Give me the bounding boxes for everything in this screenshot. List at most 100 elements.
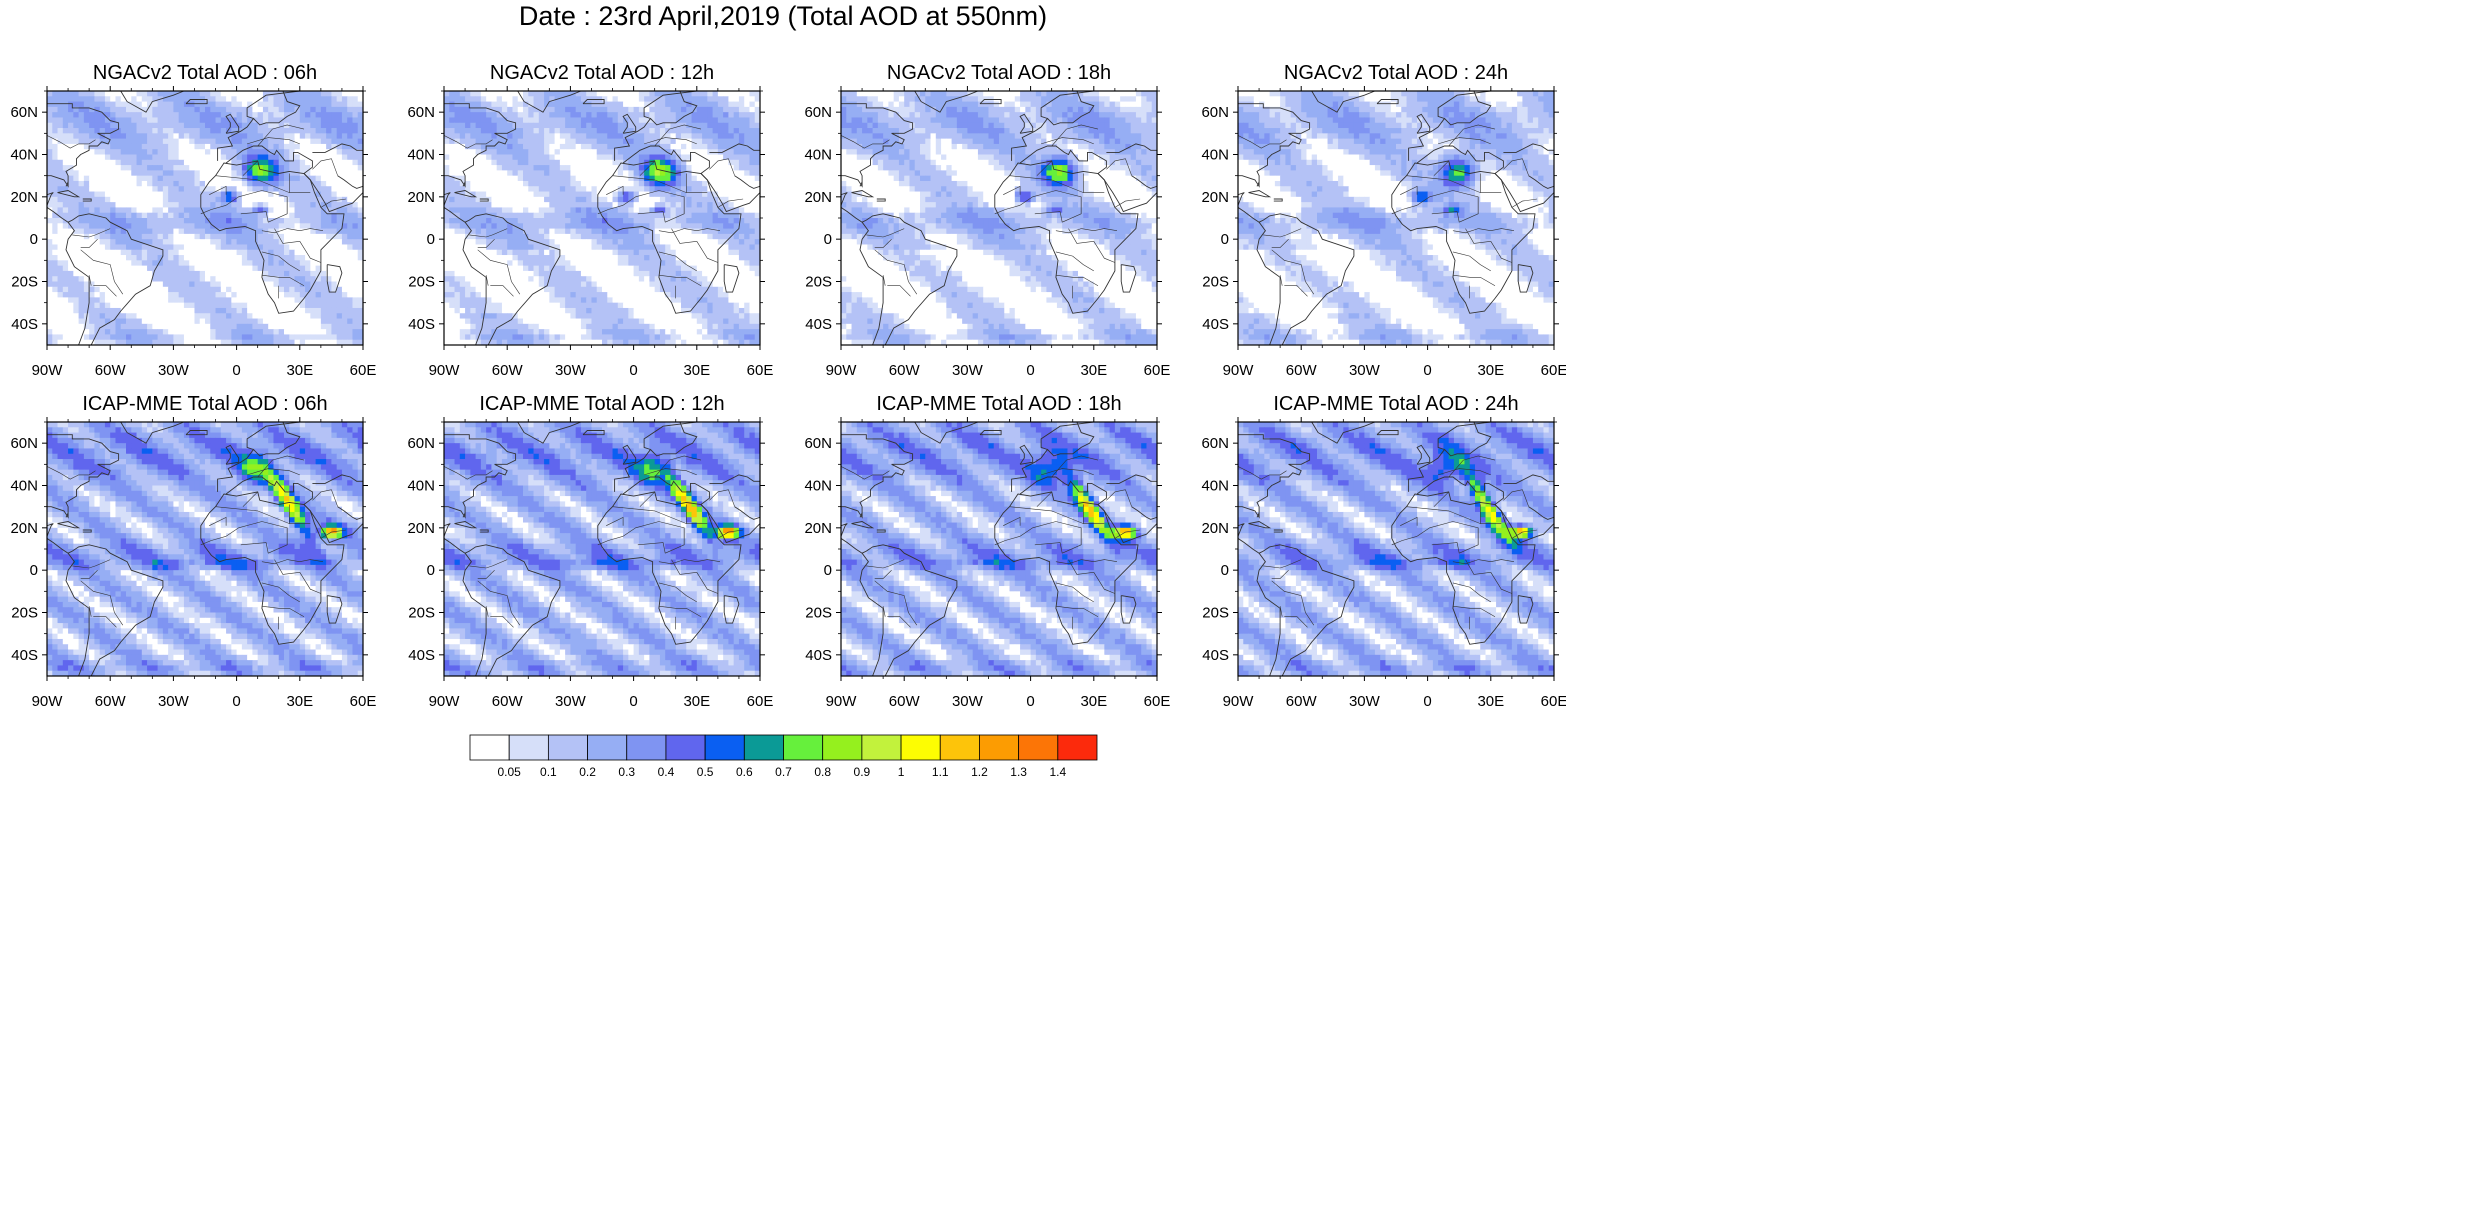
lon-tick-label: 30E	[683, 693, 710, 710]
coastlines	[444, 422, 760, 676]
map-panel: NGACv2 Total AOD : 06h 90W 60W 30W 0 30E 60E 60…	[10, 62, 376, 379]
panel-title: ICAP-MME Total AOD : 24h	[1273, 393, 1518, 415]
lat-tick-label: 60N	[804, 104, 832, 121]
lat-tick-label: 20N	[1201, 189, 1229, 206]
panel-title: ICAP-MME Total AOD : 18h	[876, 393, 1121, 415]
coastlines	[47, 422, 363, 676]
lat-tick-label: 40N	[10, 478, 38, 495]
colorbar-box	[861, 734, 902, 761]
lat-tick-label: 60N	[10, 435, 38, 452]
lat-tick-label: 40N	[804, 478, 832, 495]
lon-tick-label: 30E	[1477, 362, 1504, 379]
aod-map-grid: NGACv2 Total AOD : 06h 90W 60W 30W 0 30E 60E 60…	[10, 62, 1566, 779]
aod-field	[47, 422, 363, 676]
lon-tick-label: 0	[1026, 693, 1034, 710]
colorbar-box	[979, 734, 1020, 761]
lon-tick-label: 60W	[889, 362, 921, 379]
colorbar-box	[508, 734, 549, 761]
colorbar-box	[704, 734, 745, 761]
lat-tick-label: 20N	[804, 520, 832, 537]
lon-tick-label: 90W	[32, 693, 64, 710]
lat-tick-label: 20N	[407, 189, 435, 206]
panel-title: NGACv2 Total AOD : 06h	[93, 62, 317, 84]
colorbar-label: 0.9	[854, 765, 871, 779]
lat-tick-label: 40S	[408, 647, 435, 664]
lon-tick-label: 60E	[747, 362, 774, 379]
aod-field	[47, 91, 363, 345]
lat-tick-label: 40N	[1201, 147, 1229, 164]
panel-title: ICAP-MME Total AOD : 06h	[82, 393, 327, 415]
map-panel: ICAP-MME Total AOD : 18h 90W 60W 30W 0 30E 60E…	[804, 393, 1170, 710]
lat-tick-label: 0	[1221, 562, 1229, 579]
aod-field	[841, 422, 1157, 676]
map-panel: ICAP-MME Total AOD : 06h 90W 60W 30W 0 30E 60E…	[10, 393, 376, 710]
coastlines	[841, 91, 1157, 345]
lat-tick-label: 40S	[11, 647, 38, 664]
lat-tick-label: 20S	[805, 274, 832, 291]
colorbar-label: 1	[898, 765, 905, 779]
lat-tick-label: 0	[1221, 231, 1229, 248]
lon-tick-label: 30W	[952, 362, 984, 379]
colorbar-label: 1.2	[971, 765, 988, 779]
lon-tick-label: 30E	[683, 362, 710, 379]
aod-field	[444, 422, 760, 676]
lat-tick-label: 0	[427, 562, 435, 579]
colorbar-box	[939, 734, 980, 761]
colorbar-box	[783, 734, 824, 761]
coastlines	[444, 91, 760, 345]
lon-tick-label: 0	[1423, 693, 1431, 710]
coastlines	[1238, 422, 1554, 676]
colorbar-box	[1057, 734, 1098, 761]
lon-tick-label: 60E	[350, 362, 377, 379]
colorbar-label: 0.3	[618, 765, 635, 779]
lat-tick-label: 40N	[1201, 478, 1229, 495]
lat-tick-label: 0	[30, 231, 38, 248]
lat-tick-label: 60N	[1201, 435, 1229, 452]
lon-tick-label: 0	[232, 362, 240, 379]
lat-tick-label: 0	[30, 562, 38, 579]
lat-tick-label: 40S	[1202, 316, 1229, 333]
lat-tick-label: 60N	[407, 435, 435, 452]
lon-tick-label: 30E	[286, 362, 313, 379]
colorbar-label: 0.4	[658, 765, 675, 779]
lon-tick-label: 30E	[1477, 693, 1504, 710]
lat-tick-label: 20S	[11, 605, 38, 622]
colorbar-box	[469, 734, 510, 761]
lon-tick-label: 60E	[1144, 362, 1171, 379]
lat-tick-label: 40N	[804, 147, 832, 164]
lon-tick-label: 60E	[1144, 693, 1171, 710]
coastlines	[1238, 91, 1554, 345]
lat-tick-label: 0	[824, 231, 832, 248]
colorbar-legend: 0.05 0.1 0.2 0.3 0.4 0.5 0.6 0.7 0.8 0.9 1 1.1 1.2 1.…	[469, 734, 1098, 779]
lon-tick-label: 60W	[95, 693, 127, 710]
lon-tick-label: 0	[1423, 362, 1431, 379]
lon-tick-label: 60W	[492, 362, 524, 379]
lat-tick-label: 20S	[1202, 605, 1229, 622]
lon-tick-label: 0	[232, 693, 240, 710]
lat-tick-label: 20N	[10, 520, 38, 537]
lon-tick-label: 60E	[1541, 362, 1566, 379]
colorbar-label: 0.6	[736, 765, 753, 779]
lat-tick-label: 0	[427, 231, 435, 248]
colorbar-label: 1.1	[932, 765, 949, 779]
lon-tick-label: 90W	[1223, 362, 1255, 379]
lon-tick-label: 30W	[1349, 693, 1381, 710]
lat-tick-label: 40N	[10, 147, 38, 164]
lon-tick-label: 30W	[952, 693, 984, 710]
lon-tick-label: 60W	[492, 693, 524, 710]
lon-tick-label: 60E	[747, 693, 774, 710]
panel-title: ICAP-MME Total AOD : 12h	[479, 393, 724, 415]
lon-tick-label: 60W	[95, 362, 127, 379]
lon-tick-label: 60W	[1286, 362, 1318, 379]
colorbar-label: 1.3	[1010, 765, 1027, 779]
figure-title: Date : 23rd April,2019 (Total AOD at 550…	[0, 0, 1566, 32]
panel-title: NGACv2 Total AOD : 18h	[887, 62, 1111, 84]
lat-tick-label: 20S	[408, 274, 435, 291]
lon-tick-label: 30W	[555, 362, 587, 379]
lon-tick-label: 90W	[32, 362, 64, 379]
colorbar-box	[587, 734, 628, 761]
lon-tick-label: 90W	[429, 362, 461, 379]
lon-tick-label: 90W	[429, 693, 461, 710]
lon-tick-label: 60E	[350, 693, 377, 710]
lat-tick-label: 20S	[408, 605, 435, 622]
